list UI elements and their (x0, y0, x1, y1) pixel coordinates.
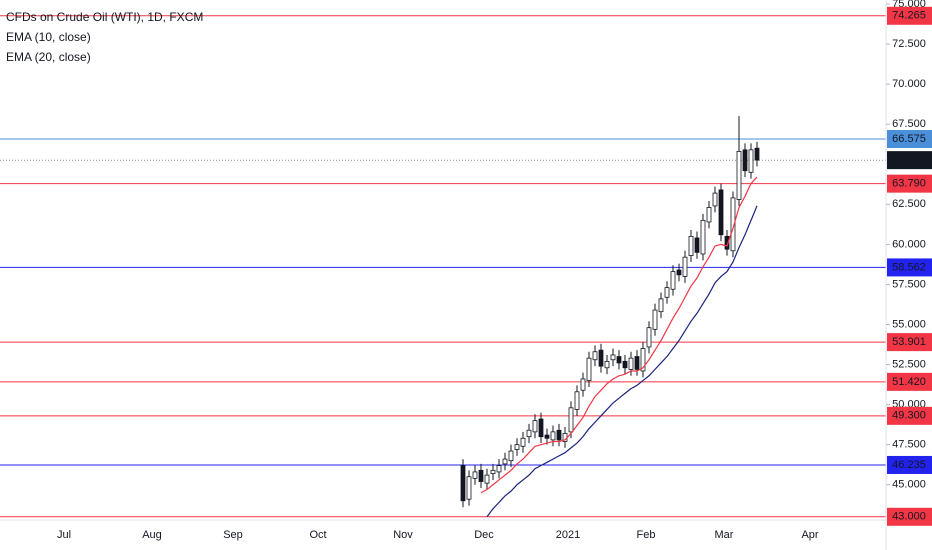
ema-line (486, 205, 758, 518)
x-tick-label: Dec (474, 529, 494, 541)
level-label: 53.901 (892, 336, 926, 348)
candle-body (622, 360, 628, 369)
candle-body (496, 465, 502, 473)
ema-line (480, 176, 758, 494)
candle-body (586, 357, 592, 381)
candle-body (574, 391, 580, 410)
x-tick-label: Jul (57, 529, 71, 541)
y-tick-label: 60.000 (892, 238, 926, 250)
candle-body (526, 429, 532, 438)
x-tick-label: Aug (142, 529, 162, 541)
candle-body (694, 237, 700, 253)
candle-body (604, 360, 610, 369)
y-tick-label: 70.000 (892, 78, 926, 90)
y-tick-label: 75.000 (892, 0, 926, 10)
legend-entry: EMA (10, close) (6, 30, 91, 44)
candle-body (484, 474, 490, 484)
level-label: 63.790 (892, 178, 926, 190)
level-label: 46.235 (892, 459, 926, 471)
candle-body (700, 219, 706, 255)
candle-body (490, 469, 496, 474)
symbol-title: CFDs on Crude Oil (WTI), 1D, FXCM (6, 10, 203, 24)
candle-body (466, 476, 472, 500)
candle-body (754, 147, 760, 161)
candle-body (652, 309, 658, 330)
level-label: 58.562 (892, 261, 926, 273)
candle-body (634, 356, 640, 370)
axes: 75.000 72.500 70.000 67.500 62.500 60.000 57.5… (57, 0, 932, 541)
level-label-box (887, 455, 932, 474)
candle-body (730, 197, 736, 252)
candle-body (508, 450, 514, 462)
candle-body (628, 357, 634, 370)
candle-body (556, 429, 562, 441)
x-tick-label: Feb (637, 529, 656, 541)
candle-body (502, 458, 508, 465)
y-tick-label: 62.500 (892, 198, 926, 210)
candle-body (520, 437, 526, 447)
level-label: 65.257 (892, 154, 926, 166)
level-label-box (887, 258, 932, 277)
candle-body (610, 354, 616, 361)
candle-body (736, 151, 742, 200)
candle-body (664, 287, 670, 298)
candle-body (472, 471, 478, 479)
x-tick-label: Mar (715, 529, 734, 541)
candle-body (514, 444, 520, 450)
candle-body (616, 356, 622, 364)
candle-body (676, 269, 682, 276)
level-label-box (887, 406, 932, 425)
legend-entry: EMA (20, close) (6, 50, 91, 64)
candle-body (658, 298, 664, 313)
x-tick-label: 2021 (556, 529, 580, 541)
y-tick-label: 45.000 (892, 479, 926, 491)
y-tick-label: 47.500 (892, 439, 926, 451)
candle-body (706, 207, 712, 223)
y-tick-label: 67.500 (892, 118, 926, 130)
candle-body (532, 420, 538, 433)
candle-body (748, 149, 754, 173)
candle-body (580, 378, 586, 391)
x-tick-label: Oct (309, 529, 326, 541)
y-tick-label: 55.000 (892, 318, 926, 330)
level-label: 74.265 (892, 10, 926, 22)
candle-body (568, 407, 574, 433)
y-tick-label: 72.500 (892, 38, 926, 50)
plot-area (0, 15, 886, 518)
level-label-box (887, 151, 932, 170)
level-label: 43.000 (892, 511, 926, 523)
candle-body (544, 434, 550, 439)
candle-body (640, 348, 646, 372)
candle-body (718, 189, 724, 236)
x-tick-label: Nov (393, 529, 413, 541)
level-label: 51.420 (892, 376, 926, 388)
candle-body (592, 351, 598, 361)
y-tick-label: 57.500 (892, 278, 926, 290)
level-label-box (887, 507, 932, 526)
x-tick-label: Apr (801, 529, 818, 541)
candle-body (478, 469, 484, 482)
level-label-box (887, 372, 932, 391)
candle-body (598, 349, 604, 367)
candle-body (670, 271, 676, 290)
level-label: 49.300 (892, 410, 926, 422)
candle-body (538, 418, 544, 438)
y-tick-label: 52.500 (892, 358, 926, 370)
level-label: 66.575 (892, 133, 926, 145)
candle-body (742, 149, 748, 172)
candle-body (550, 431, 556, 441)
level-label-box (887, 6, 932, 25)
level-label-box (887, 333, 932, 352)
candle-body (460, 465, 466, 502)
candle-body (646, 327, 652, 348)
x-tick-label: Sep (223, 529, 243, 541)
candle-body (724, 235, 730, 250)
candle-body (712, 192, 718, 207)
candle-body (688, 235, 694, 256)
candle-body (682, 256, 688, 277)
level-label-box (887, 174, 932, 193)
level-label-box (887, 130, 932, 149)
